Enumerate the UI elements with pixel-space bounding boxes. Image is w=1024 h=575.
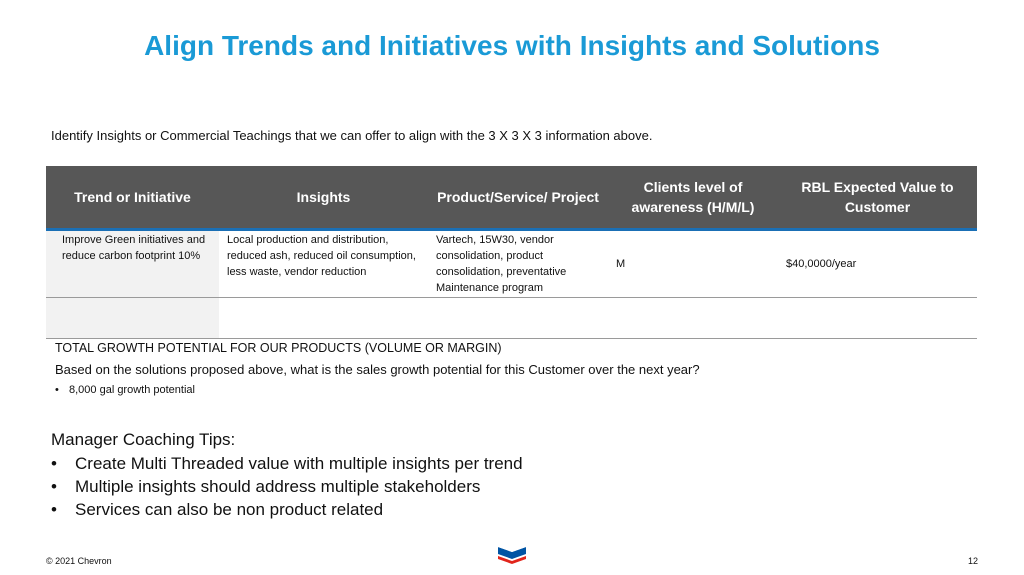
tip-item: Services can also be non product related [51,498,523,521]
table-row [46,297,977,339]
cell-insights [219,297,428,339]
growth-section: TOTAL GROWTH POTENTIAL FOR OUR PRODUCTS … [55,341,700,396]
cell-value: $40,0000/year [778,229,977,298]
growth-list: 8,000 gal growth potential [55,384,700,396]
page-number: 12 [967,556,978,566]
tips-heading: Manager Coaching Tips: [51,430,236,449]
cell-trend [46,297,219,339]
growth-question: Based on the solutions proposed above, w… [55,362,700,377]
copyright-text: © 2021 Chevron [46,556,112,566]
chevron-logo-icon [498,545,526,564]
cell-insights: Local production and distribution, reduc… [219,229,428,298]
header-awareness: Clients level of awareness (H/M/L) [608,166,778,231]
cell-product [428,297,608,339]
header-insights: Insights [219,166,428,231]
cell-trend: Improve Green initiatives and reduce car… [46,229,219,298]
header-product: Product/Service/ Project [428,166,608,231]
growth-heading: TOTAL GROWTH POTENTIAL FOR OUR PRODUCTS … [55,341,502,355]
coaching-tips: Manager Coaching Tips: Create Multi Thre… [51,430,523,521]
tip-item: Create Multi Threaded value with multipl… [51,452,523,475]
intro-text: Identify Insights or Commercial Teaching… [51,128,653,143]
tip-item: Multiple insights should address multipl… [51,475,523,498]
growth-bullet: 8,000 gal growth potential [55,384,700,396]
tips-list: Create Multi Threaded value with multipl… [51,452,523,521]
cell-product: Vartech, 15W30, vendor consolidation, pr… [428,229,608,298]
cell-awareness: M [608,229,778,298]
header-value: RBL Expected Value to Customer [778,166,977,231]
cell-awareness [608,297,778,339]
table-header-row: Trend or Initiative Insights Product/Ser… [46,166,977,231]
cell-value [778,297,977,339]
page-title: Align Trends and Initiatives with Insigh… [144,30,880,61]
trends-table: Trend or Initiative Insights Product/Ser… [46,166,977,339]
header-trend: Trend or Initiative [46,166,219,231]
table-row: Improve Green initiatives and reduce car… [46,229,977,298]
